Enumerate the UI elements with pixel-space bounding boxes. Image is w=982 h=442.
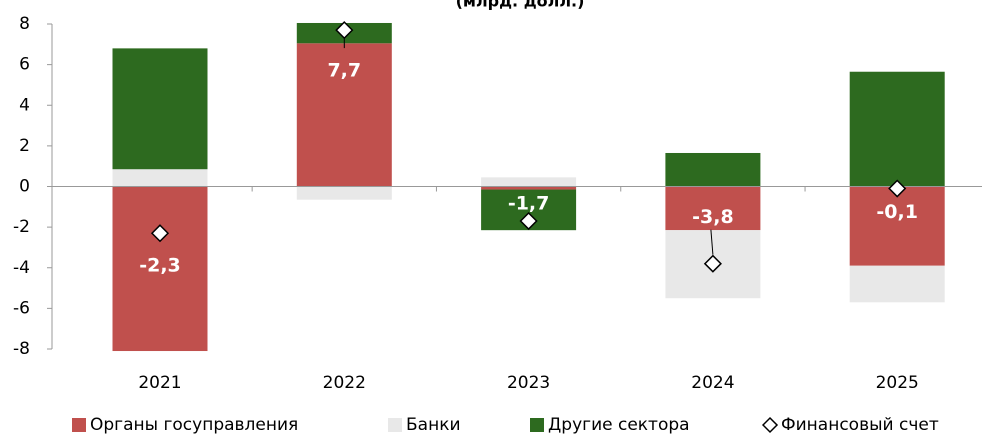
data-label: 7,7: [327, 60, 361, 82]
bar: [849, 265, 945, 303]
bar: [849, 71, 945, 187]
data-label: -2,3: [139, 255, 181, 277]
y-tick-label: 4: [19, 95, 30, 115]
y-tick-label: 0: [19, 177, 30, 197]
y-tick-label: -2: [13, 217, 30, 237]
bar: [296, 43, 392, 187]
legend-marker: [761, 416, 779, 434]
bar: [665, 186, 761, 231]
x-tick-label: 2025: [876, 373, 919, 393]
legend-swatch: [388, 418, 402, 432]
marker: [519, 211, 538, 231]
legend-swatch: [530, 418, 544, 432]
data-label: -1,7: [508, 193, 550, 215]
legend-label: Органы госуправления: [90, 415, 298, 435]
bar: [296, 186, 392, 200]
legend-label: Другие сектора: [548, 415, 690, 435]
marker: [888, 179, 907, 198]
x-tick-label: 2024: [691, 373, 734, 393]
leader-line: [710, 229, 714, 255]
bar: [481, 177, 577, 187]
y-tick-label: -4: [13, 258, 30, 278]
x-tick-label: 2021: [138, 373, 181, 393]
y-tick-label: 6: [19, 55, 30, 75]
legend-label: Банки: [406, 415, 461, 435]
bar: [481, 186, 577, 190]
legend-swatch: [72, 418, 86, 432]
bar: [665, 152, 761, 187]
legend-label: Финансовый счет: [781, 415, 939, 435]
y-tick-label: 8: [19, 14, 30, 34]
bar: [112, 169, 208, 187]
chart-title: (млрд. долл.): [456, 0, 585, 11]
data-label: -3,8: [692, 206, 734, 228]
marker: [150, 224, 170, 243]
marker: [703, 254, 722, 273]
y-tick-label: -8: [13, 339, 30, 359]
x-tick-label: 2023: [507, 373, 550, 393]
y-tick-label: -6: [13, 298, 30, 318]
marker: [335, 21, 354, 40]
x-tick-label: 2022: [323, 373, 366, 393]
data-label: -0,1: [876, 201, 918, 223]
y-tick-label: 2: [19, 136, 30, 156]
bar: [112, 186, 208, 352]
bar: [849, 186, 945, 266]
bar: [112, 48, 208, 170]
